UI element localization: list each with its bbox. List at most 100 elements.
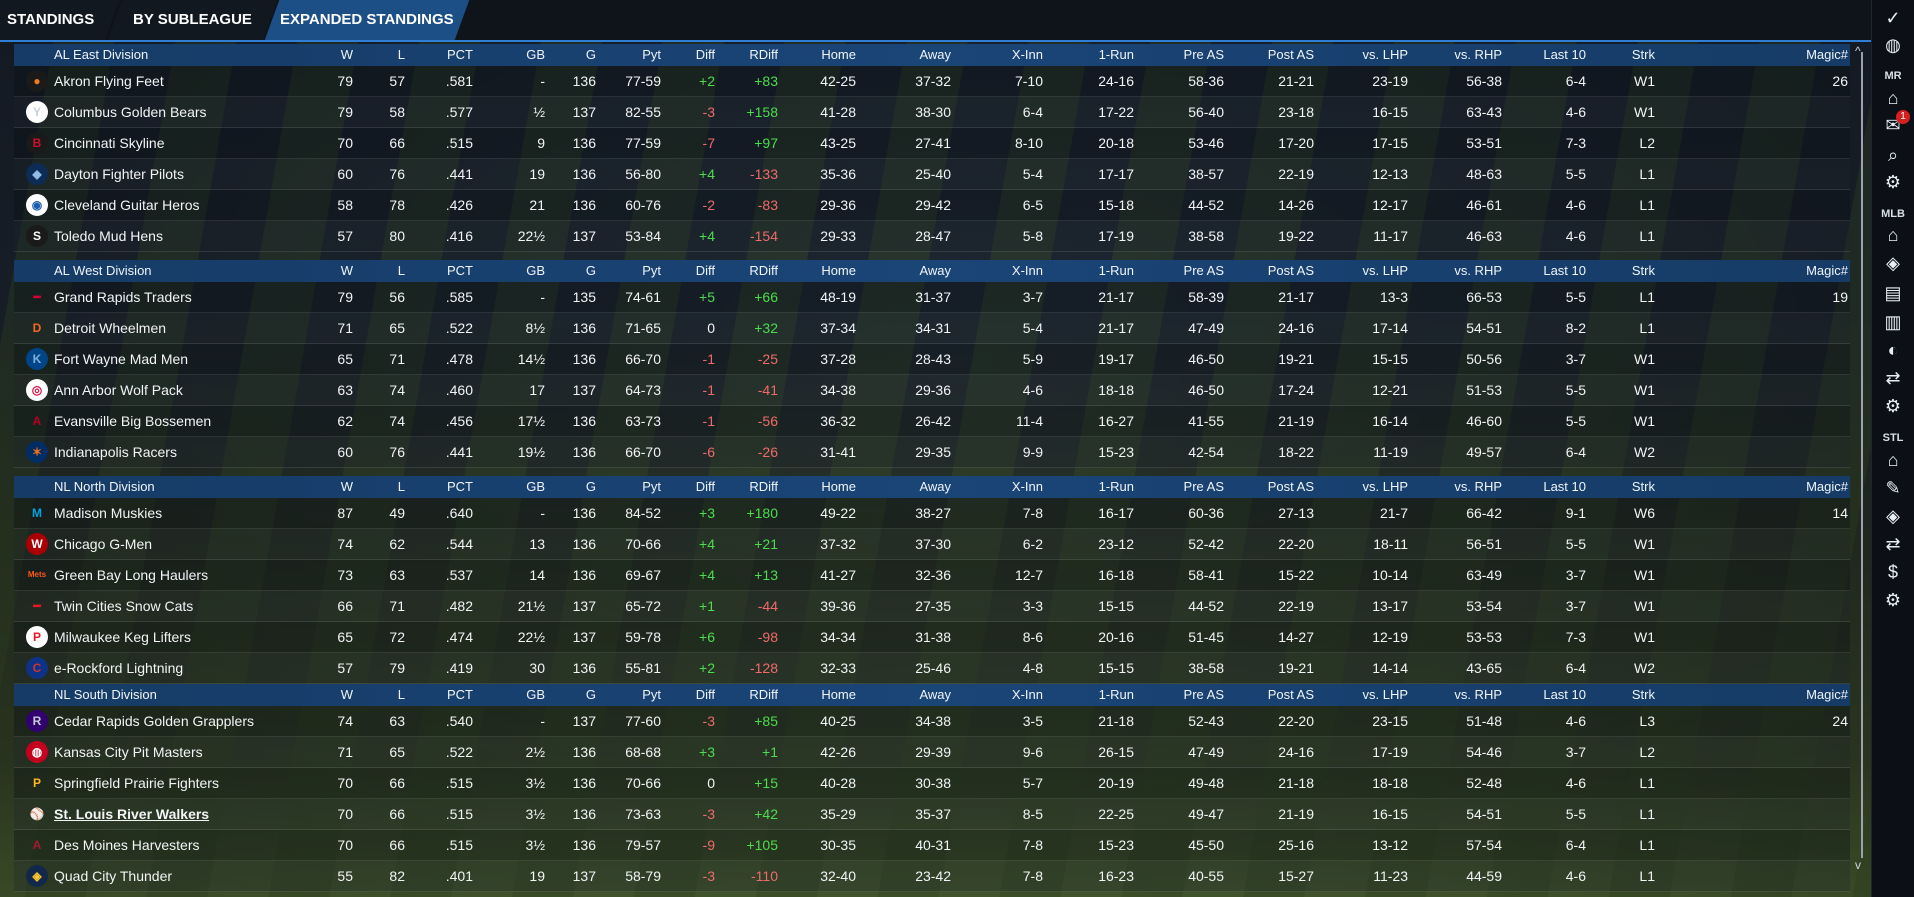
team-name[interactable]: Fort Wayne Mad Men [54,351,189,367]
team-name[interactable]: Quad City Thunder [54,868,173,884]
team-name[interactable]: Columbus Golden Bears [54,104,207,120]
column-header-diff[interactable]: Diff [695,479,715,494]
column-header-xinn[interactable]: X-Inn [1011,687,1043,702]
team-row[interactable]: ◆ Dayton Fighter Pilots 60 76 .441 19 136 56-80… [14,159,1850,190]
bar-chart-icon[interactable]: ▥ [1884,312,1902,332]
team-name[interactable]: Twin Cities Snow Cats [54,598,194,614]
gear-icon[interactable]: ⚙ [1884,396,1902,416]
column-header-g[interactable]: G [585,263,596,278]
column-header-w[interactable]: W [340,263,353,278]
column-header-preas[interactable]: Pre AS [1183,687,1224,702]
column-header-l[interactable]: L [397,479,405,494]
team-name[interactable]: Akron Flying Feet [54,73,164,89]
column-header-magic[interactable]: Magic# [1806,479,1848,494]
baseball-icon[interactable]: ◐ [1887,340,1899,360]
column-header-magic[interactable]: Magic# [1806,47,1848,62]
team-name[interactable]: Chicago G-Men [54,536,153,552]
column-header-w[interactable]: W [340,47,353,62]
column-header-vlhp[interactable]: vs. LHP [1362,479,1408,494]
team-row[interactable]: R Cedar Rapids Golden Grapplers 74 63 .540 - 1… [14,706,1850,737]
team-name[interactable]: Kansas City Pit Masters [54,744,203,760]
team-row[interactable]: ◍ Kansas City Pit Masters 71 65 .522 2½ 136 68-… [14,737,1850,768]
team-name[interactable]: Green Bay Long Haulers [54,567,209,583]
gear-icon[interactable]: ⚙ [1884,172,1902,192]
column-header-magic[interactable]: Magic# [1806,687,1848,702]
column-header-magic[interactable]: Magic# [1806,263,1848,278]
column-header-rdiff[interactable]: RDiff [749,479,778,494]
scrollbar[interactable] [1861,52,1863,858]
team-row[interactable]: M Madison Muskies 87 49 .640 - 136 84-52 +3 +180 4… [14,498,1850,529]
team-row[interactable]: ◈ Quad City Thunder 55 82 .401 19 137 58-79 -3 -1… [14,861,1850,892]
column-header-pct[interactable]: PCT [447,687,473,702]
gear-icon[interactable]: ⚙ [1884,590,1902,610]
column-header-g[interactable]: G [585,687,596,702]
team-name[interactable]: Cincinnati Skyline [54,135,165,151]
check-icon[interactable]: ✓ [1885,8,1901,28]
column-header-g[interactable]: G [585,479,596,494]
column-header-vrhp[interactable]: vs. RHP [1454,263,1502,278]
team-row[interactable]: K Fort Wayne Mad Men 65 71 .478 14½ 136 66-70 -1… [14,344,1850,375]
team-name[interactable]: Detroit Wheelmen [54,320,167,336]
column-header-away[interactable]: Away [919,47,951,62]
column-header-g[interactable]: G [585,47,596,62]
home-icon[interactable]: ⌂ [1887,88,1899,108]
column-header-w[interactable]: W [340,687,353,702]
team-row[interactable]: A Des Moines Harvesters 70 66 .515 3½ 136 79-57… [14,830,1850,861]
trade-arrows-icon[interactable]: ⇄ [1885,534,1901,554]
column-header-onerun[interactable]: 1-Run [1098,263,1134,278]
team-row[interactable]: ✶ Indianapolis Racers 60 76 .441 19½ 136 66-70 -… [14,437,1850,468]
column-header-vlhp[interactable]: vs. LHP [1362,263,1408,278]
scroll-up-icon[interactable]: ^ [1855,44,1861,58]
column-header-vrhp[interactable]: vs. RHP [1454,47,1502,62]
team-row[interactable]: A Evansville Big Bossemen 62 74 .456 17½ 136 63… [14,406,1850,437]
column-header-diff[interactable]: Diff [695,47,715,62]
clipboard-icon[interactable]: ✎ [1885,478,1901,498]
scroll-down-icon[interactable]: v [1855,858,1861,872]
column-header-xinn[interactable]: X-Inn [1011,479,1043,494]
globe-icon[interactable]: ◍ [1885,35,1901,55]
column-header-last10[interactable]: Last 10 [1543,47,1586,62]
team-name[interactable]: Madison Muskies [54,505,163,521]
column-header-onerun[interactable]: 1-Run [1098,687,1134,702]
column-header-pyt[interactable]: Pyt [642,263,661,278]
column-header-away[interactable]: Away [919,263,951,278]
team-row[interactable]: B Cincinnati Skyline 70 66 .515 9 136 77-59 -7 +9… [14,128,1850,159]
column-header-pyt[interactable]: Pyt [642,479,661,494]
team-row[interactable]: Y Columbus Golden Bears 79 58 .577 ½ 137 82-55 -… [14,97,1850,128]
column-header-postas[interactable]: Post AS [1267,263,1314,278]
tab-standings[interactable]: STANDINGS [0,0,120,40]
tab-by-subleague[interactable]: BY SUBLEAGUE [107,0,278,40]
column-header-pyt[interactable]: Pyt [642,47,661,62]
id-card-icon[interactable]: ▤ [1884,283,1902,303]
column-header-rdiff[interactable]: RDiff [749,263,778,278]
team-name[interactable]: Des Moines Harvesters [54,837,200,853]
column-header-away[interactable]: Away [919,687,951,702]
column-header-postas[interactable]: Post AS [1267,47,1314,62]
column-header-postas[interactable]: Post AS [1267,687,1314,702]
column-header-preas[interactable]: Pre AS [1183,263,1224,278]
team-row[interactable]: S Toledo Mud Hens 57 80 .416 22½ 137 53-84 +4 -15… [14,221,1850,252]
column-header-gb[interactable]: GB [526,263,545,278]
column-header-preas[interactable]: Pre AS [1183,479,1224,494]
home-icon[interactable]: ⌂ [1887,225,1899,245]
column-header-rdiff[interactable]: RDiff [749,47,778,62]
team-row[interactable]: ◉ Cleveland Guitar Heros 58 78 .426 21 136 60-7… [14,190,1850,221]
column-header-pct[interactable]: PCT [447,263,473,278]
column-header-pct[interactable]: PCT [447,479,473,494]
dollar-icon[interactable]: $ [1887,562,1898,582]
column-header-home[interactable]: Home [821,263,856,278]
column-header-xinn[interactable]: X-Inn [1011,263,1043,278]
tab-expanded-standings[interactable]: EXPANDED STANDINGS [264,0,470,40]
column-header-diff[interactable]: Diff [695,687,715,702]
search-icon[interactable]: ⌕ [1887,145,1899,165]
team-name[interactable]: Grand Rapids Traders [54,289,192,305]
column-header-last10[interactable]: Last 10 [1543,479,1586,494]
team-name[interactable]: e-Rockford Lightning [54,660,184,676]
team-row[interactable]: Mets Green Bay Long Haulers 73 63 .537 14 136 6… [14,560,1850,591]
column-header-home[interactable]: Home [821,687,856,702]
column-header-strk[interactable]: Strk [1631,687,1655,702]
column-header-strk[interactable]: Strk [1631,47,1655,62]
diamond-icon[interactable]: ◈ [1886,506,1900,526]
column-header-gb[interactable]: GB [526,479,545,494]
